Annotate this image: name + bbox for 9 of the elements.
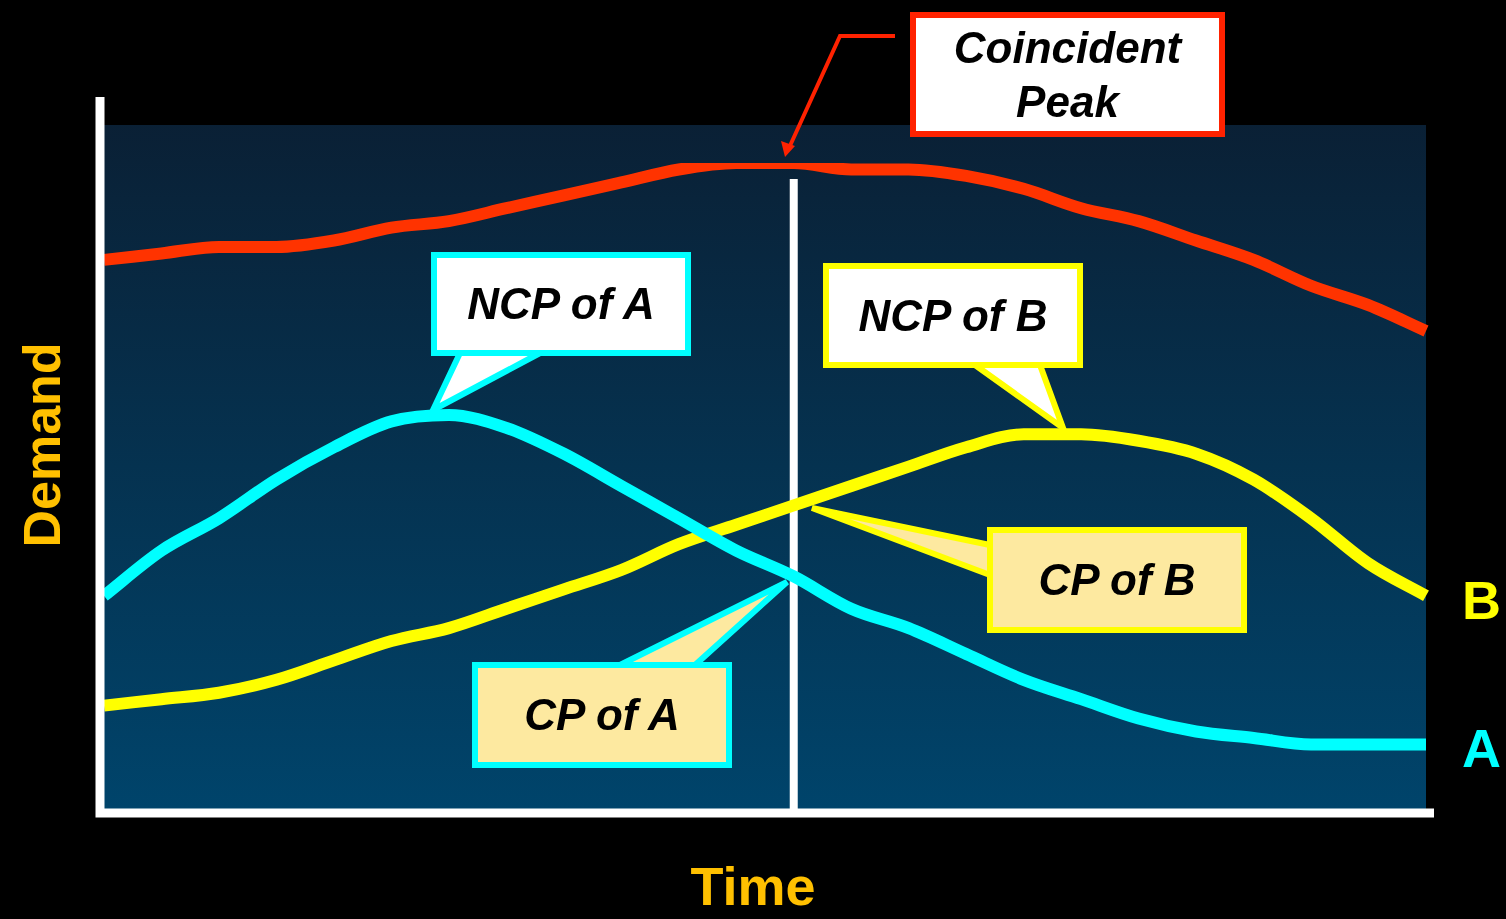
annotation: NCP of A: [431, 252, 691, 356]
annotation: CP of A: [472, 662, 732, 768]
y-axis-title: Demand: [12, 342, 72, 548]
series-label: B: [1462, 569, 1501, 630]
text: Coincident Peak: [910, 12, 1225, 137]
series-label: A: [1462, 718, 1501, 779]
annotation: NCP of B: [823, 263, 1083, 368]
annotation: CP of B: [987, 527, 1247, 633]
x-axis-title: Time: [689, 855, 817, 917]
